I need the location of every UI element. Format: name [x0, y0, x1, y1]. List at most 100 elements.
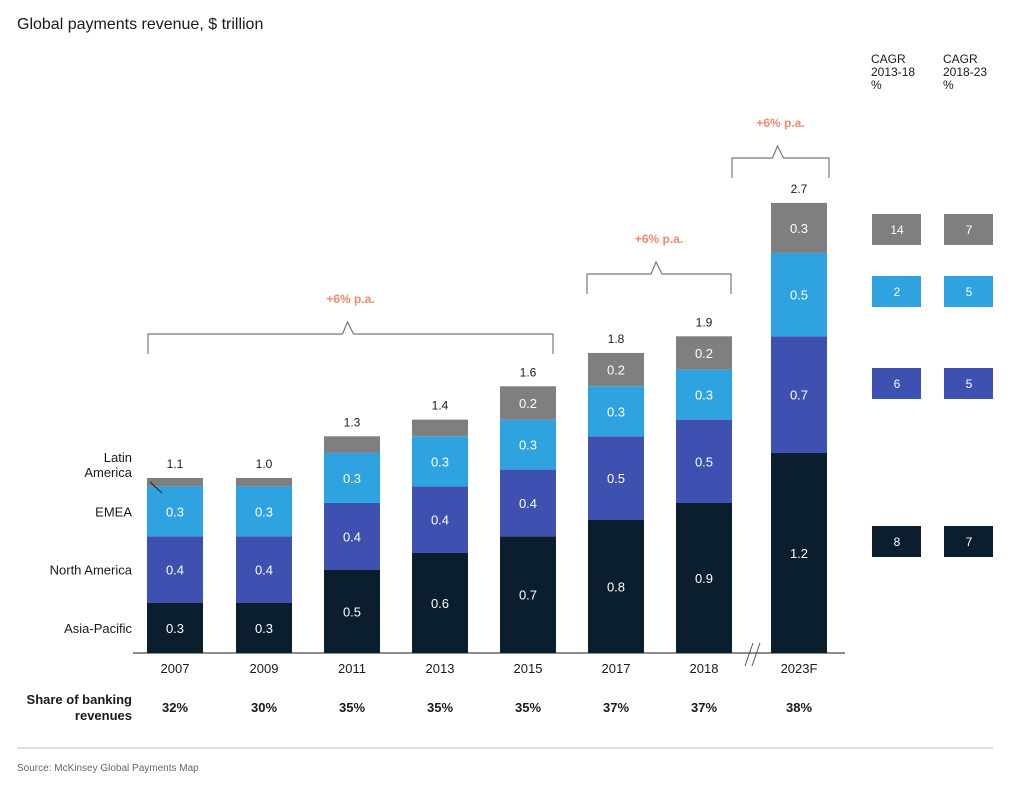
cagr-value: 5	[966, 377, 973, 391]
bar-segment	[412, 486, 468, 553]
data-label: 0.3	[607, 404, 625, 419]
data-label: 0.3	[790, 221, 808, 236]
data-label: 0.2	[519, 396, 537, 411]
cagr-box	[872, 526, 921, 557]
total-label: 1.6	[520, 365, 537, 379]
bar-segment	[771, 452, 827, 653]
x-tick-label: 2009	[250, 661, 279, 676]
data-label: 0.9	[695, 571, 713, 586]
x-tick-label: 2023F	[781, 661, 818, 676]
data-label: 0.8	[607, 579, 625, 594]
bar-segment	[236, 477, 292, 487]
bar-segment	[412, 552, 468, 653]
data-label: 0.3	[343, 471, 361, 486]
share-row-label: Share of banking revenues	[27, 692, 133, 723]
data-label: 0.4	[431, 513, 449, 528]
growth-bracket	[731, 144, 830, 178]
data-label: 0.7	[519, 588, 537, 603]
bar-segment	[236, 486, 292, 537]
cagr-box	[944, 276, 993, 307]
cagr-box	[872, 368, 921, 399]
data-label: 1.2	[790, 546, 808, 561]
cagr-header: CAGR 2018-23%	[943, 52, 987, 92]
bar-segment	[588, 386, 644, 437]
share-value: 35%	[515, 700, 541, 715]
x-tick-label: 2015	[514, 661, 543, 676]
data-label: 0.4	[519, 496, 537, 511]
bar-segment	[588, 436, 644, 520]
axis-break-mark	[744, 642, 754, 667]
series-label: EMEA	[95, 504, 132, 519]
bar-segment	[324, 452, 380, 503]
bar-segment	[324, 502, 380, 570]
data-label: 0.4	[255, 563, 273, 578]
series-label: Asia-Pacific	[64, 621, 132, 636]
data-label: 0.4	[166, 563, 184, 578]
data-label: 0.4	[343, 529, 361, 544]
data-label: 0.3	[255, 621, 273, 636]
growth-bracket	[586, 260, 732, 294]
share-value: 30%	[251, 700, 277, 715]
cagr-value: 6	[894, 377, 901, 391]
cagr-value: 7	[966, 223, 973, 237]
cagr-header: CAGR 2013-18%	[871, 52, 915, 92]
series-label: North America	[50, 563, 133, 578]
cagr-box	[944, 214, 993, 245]
growth-bracket	[147, 320, 554, 354]
total-label: 1.1	[167, 457, 184, 471]
data-label: 0.3	[431, 454, 449, 469]
x-tick-label: 2011	[338, 661, 366, 676]
growth-label: +6% p.a.	[635, 232, 683, 246]
bar-segment	[676, 419, 732, 503]
total-label: 1.3	[344, 415, 361, 429]
bar-segment	[324, 569, 380, 653]
bar-segment	[676, 502, 732, 653]
cagr-box	[944, 526, 993, 557]
bar-segment	[500, 386, 556, 420]
data-label: 0.3	[695, 388, 713, 403]
data-label: 0.5	[695, 454, 713, 469]
cagr-box	[872, 276, 921, 307]
series-leader-line	[149, 481, 163, 494]
share-value: 37%	[603, 700, 629, 715]
total-label: 1.9	[696, 315, 713, 329]
cagr-value: 8	[894, 535, 901, 549]
cagr-box	[944, 368, 993, 399]
share-value: 38%	[786, 700, 812, 715]
growth-label: +6% p.a.	[326, 292, 374, 306]
axis-break-mark	[751, 642, 761, 667]
bar-segment	[147, 602, 203, 653]
cagr-value: 5	[966, 285, 973, 299]
total-label: 1.4	[432, 399, 449, 413]
data-label: 0.2	[695, 346, 713, 361]
cagr-value: 14	[890, 223, 904, 237]
bar-segment	[236, 602, 292, 653]
share-value: 35%	[339, 700, 365, 715]
bar-segment	[771, 336, 827, 453]
bar-segment	[500, 469, 556, 537]
cagr-box	[872, 214, 921, 245]
data-label: 0.3	[519, 438, 537, 453]
bar-segment	[147, 486, 203, 537]
bar-segment	[771, 202, 827, 253]
bar-segment	[500, 419, 556, 470]
bar-segment	[412, 419, 468, 437]
bar-segment	[236, 536, 292, 603]
cagr-value: 7	[966, 535, 973, 549]
bar-segment	[588, 352, 644, 387]
share-value: 37%	[691, 700, 717, 715]
x-tick-label: 2017	[602, 661, 631, 676]
share-value: 32%	[162, 700, 188, 715]
total-label: 2.7	[791, 182, 808, 196]
data-label: 0.6	[431, 596, 449, 611]
series-label: Latin America	[84, 450, 132, 480]
bar-segment	[500, 536, 556, 653]
share-value: 35%	[427, 700, 453, 715]
bar-segment	[676, 369, 732, 420]
bar-segment	[147, 477, 203, 487]
data-label: 0.5	[790, 288, 808, 303]
source-note: Source: McKinsey Global Payments Map	[17, 763, 199, 774]
data-label: 0.5	[607, 471, 625, 486]
data-label: 0.3	[255, 504, 273, 519]
